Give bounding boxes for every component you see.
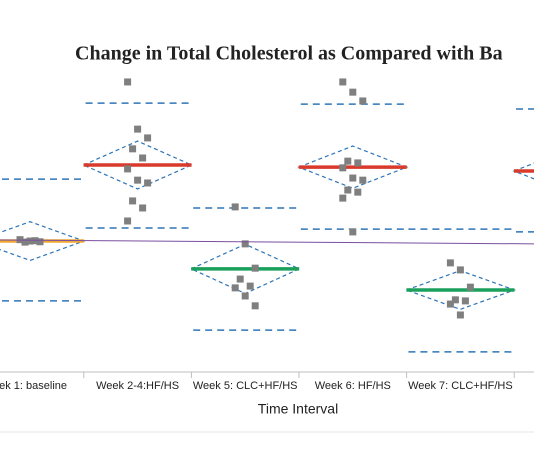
data-point: [461, 297, 469, 305]
x-tick-label: eek 1: baseline: [0, 380, 67, 392]
data-point: [246, 282, 254, 290]
data-point: [344, 157, 352, 165]
data-point: [251, 302, 259, 310]
x-tick-label: Week 2-4:HF/HS: [96, 380, 179, 392]
chart-title: Change in Total Cholesterol as Compared …: [75, 43, 503, 65]
data-point: [134, 125, 142, 133]
data-point: [339, 194, 347, 202]
data-point: [231, 203, 239, 211]
data-point: [124, 165, 132, 173]
data-point: [354, 188, 362, 196]
data-point: [231, 284, 239, 292]
data-point: [139, 204, 147, 212]
data-point: [466, 283, 474, 291]
data-point: [344, 186, 352, 194]
x-tick-label: Week 7: CLC+HF/HS: [408, 380, 513, 392]
data-point: [26, 237, 34, 245]
data-point: [124, 217, 132, 225]
data-point: [456, 266, 464, 274]
data-point: [144, 179, 152, 187]
data-point: [36, 238, 44, 246]
data-point: [456, 311, 464, 319]
ci-diamond: [82, 140, 194, 190]
x-axis-label: Time Interval: [258, 401, 338, 417]
data-point: [236, 275, 244, 283]
data-point: [139, 154, 147, 162]
data-point: [129, 145, 137, 153]
x-tick-label: Week 5: CLC+HF/HS: [193, 380, 298, 392]
data-point: [359, 176, 367, 184]
data-point: [349, 88, 357, 96]
x-tick-label: Week 6: HF/HS: [315, 380, 391, 392]
data-point: [446, 259, 454, 267]
data-point: [451, 296, 459, 304]
data-point: [241, 292, 249, 300]
ci-diamond: [189, 243, 301, 295]
data-point: [354, 159, 362, 167]
data-point: [129, 197, 137, 205]
data-point: [349, 228, 357, 236]
data-point: [21, 238, 29, 246]
data-point: [349, 174, 357, 182]
data-point: [339, 78, 347, 86]
data-point: [251, 264, 259, 272]
data-point: [134, 176, 142, 184]
data-point: [359, 97, 367, 105]
data-point: [241, 240, 249, 248]
data-point: [339, 164, 347, 172]
data-point: [446, 300, 454, 308]
data-point: [124, 78, 132, 86]
reference-line: [0, 239, 534, 245]
data-point: [144, 134, 152, 142]
